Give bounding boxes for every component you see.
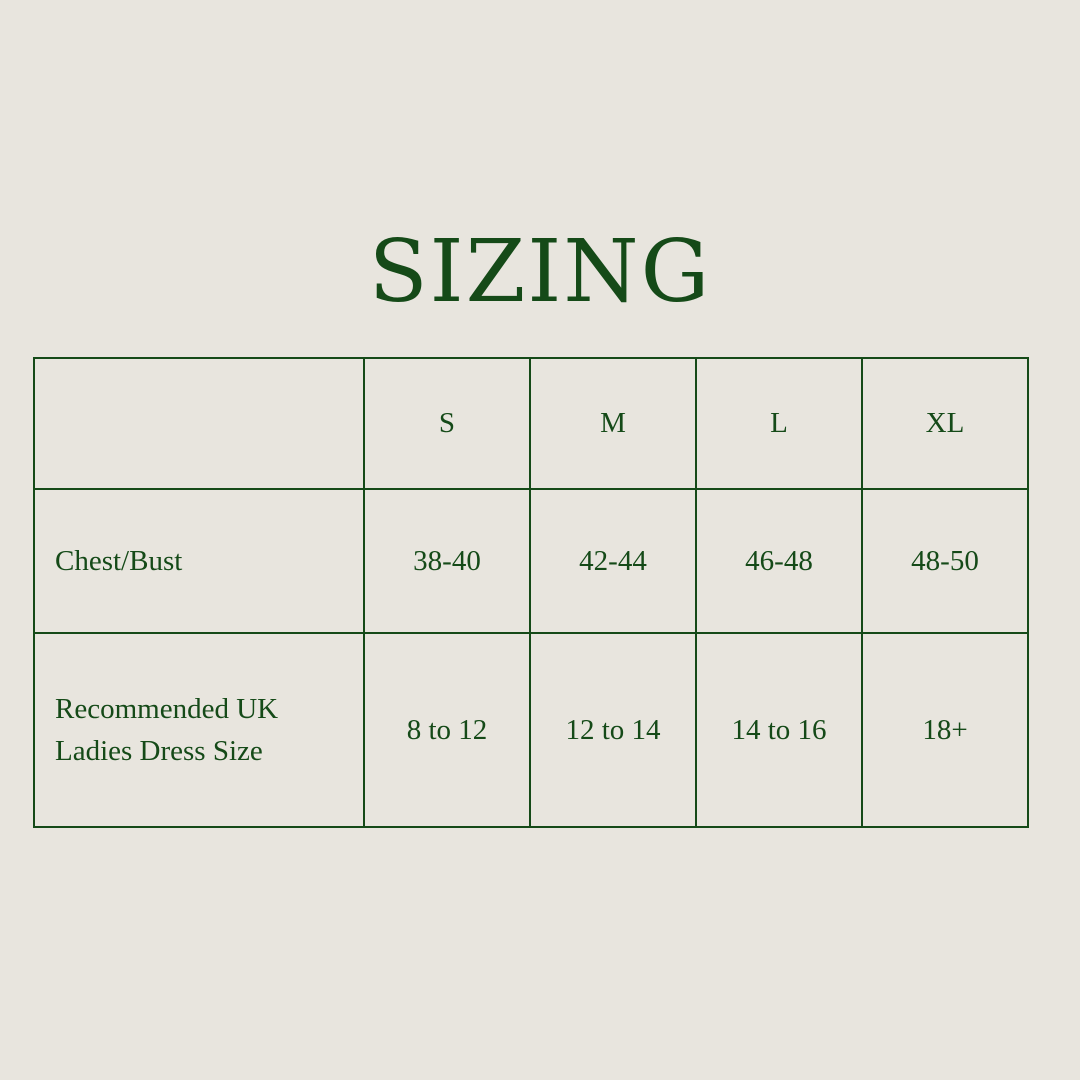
row-label: Recommended UK Ladies Dress Size xyxy=(33,632,365,828)
header-empty-cell xyxy=(33,357,365,490)
cell: 18+ xyxy=(861,632,1029,828)
page-title: SIZING xyxy=(368,222,712,322)
table-row: Recommended UK Ladies Dress Size 8 to 12… xyxy=(33,632,1029,828)
table-row: Chest/Bust 38-40 42-44 46-48 48-50 xyxy=(33,488,1029,634)
cell: 46-48 xyxy=(695,488,863,634)
cell: 14 to 16 xyxy=(695,632,863,828)
cell: 48-50 xyxy=(861,488,1029,634)
header-l: L xyxy=(695,357,863,490)
header-xl: XL xyxy=(861,357,1029,490)
cell: 38-40 xyxy=(363,488,531,634)
row-label-line: Ladies Dress Size xyxy=(55,735,263,767)
table-header-row: S M L XL xyxy=(33,357,1029,490)
sizing-table: S M L XL Chest/Bust 38-40 42-44 46-48 48… xyxy=(33,357,1029,828)
cell: 8 to 12 xyxy=(363,632,531,828)
header-m: M xyxy=(529,357,697,490)
header-s: S xyxy=(363,357,531,490)
cell: 42-44 xyxy=(529,488,697,634)
row-label-line: Recommended UK xyxy=(55,693,279,725)
cell: 12 to 14 xyxy=(529,632,697,828)
row-label: Chest/Bust xyxy=(33,488,365,634)
